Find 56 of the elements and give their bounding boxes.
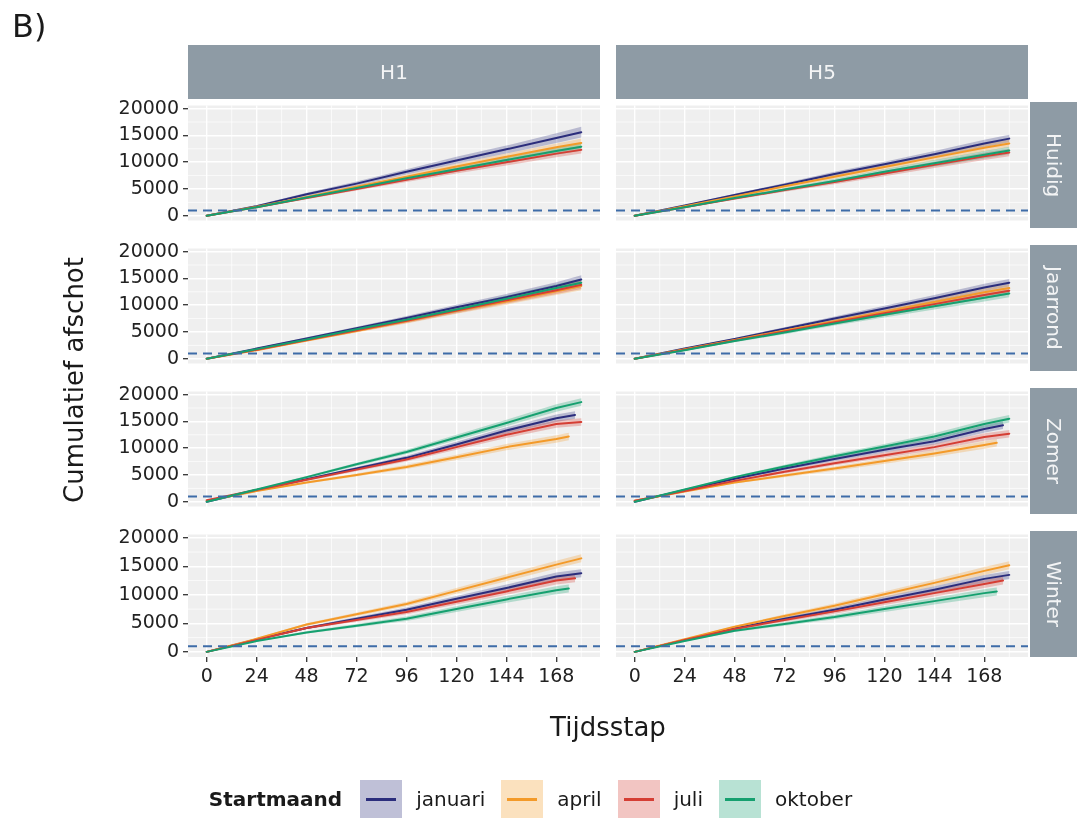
x-tick-label: 144 [916,664,953,687]
chart-title: H1 [380,60,408,84]
x-tick-label: 96 [394,664,419,687]
y-tick-label: 15000 [118,122,179,145]
y-tick-label: 5000 [130,461,179,484]
y-tick-label: 0 [166,202,179,225]
x-tick-label: 168 [538,664,575,687]
y-tick-label: 20000 [118,95,179,118]
y-tick-label: 10000 [118,292,179,315]
y2-axis-title: Jaarrond [1041,266,1066,350]
panel-strip: H5 [616,45,1028,99]
x-tick-label: 72 [344,664,369,687]
y-tick-label: 5000 [130,610,179,633]
panel-strip: Jaarrond [1030,245,1077,371]
x-tick-label: 168 [966,664,1003,687]
text: B) [12,7,47,45]
x-tick-label: 24 [244,664,269,687]
y-tick-label: 10000 [118,149,179,172]
legend-label: juli [673,787,703,811]
y-tick-label: 20000 [118,524,179,547]
panel-strip: Winter [1030,531,1077,657]
y-tick-label: 0 [166,638,179,661]
x-tick-label: 0 [200,664,213,687]
panel-strip: Zomer [1030,388,1077,514]
y-axis-title: Cumulatief afschot [59,256,90,503]
x-tick-label: 120 [866,664,903,687]
y-tick-label: 10000 [118,581,179,604]
x-tick-label: 72 [772,664,797,687]
x-tick-label: 96 [822,664,847,687]
x-tick-label: 0 [628,664,641,687]
y-tick-label: 15000 [118,553,179,576]
x-tick-label: 48 [294,664,319,687]
y-tick-label: 0 [166,345,179,368]
y-tick-label: 15000 [118,408,179,431]
y2-axis-title: Zomer [1041,418,1066,484]
y-tick-label: 10000 [118,435,179,458]
chart-title: H5 [808,60,836,84]
legend-label: april [557,787,602,811]
y-tick-label: 5000 [130,175,179,198]
x-tick-label: 24 [672,664,697,687]
y-tick-label: 0 [166,488,179,511]
y2-axis-title: Winter [1041,561,1066,627]
y-tick-label: 5000 [130,318,179,341]
legend-title: Startmaand [208,787,343,811]
y-tick-label: 20000 [118,238,179,261]
panel-strip: H1 [188,45,600,99]
x-tick-label: 48 [722,664,747,687]
x-tick-label: 144 [488,664,525,687]
y-tick-label: 15000 [118,265,179,288]
x-axis-title: Tijdsstap [550,712,666,743]
panel-strip: Huidig [1030,102,1077,228]
legend-label: januari [416,787,486,811]
y-tick-label: 20000 [118,381,179,404]
legend-label: oktober [775,787,853,811]
y2-axis-title: Huidig [1041,132,1066,198]
x-tick-label: 120 [438,664,475,687]
